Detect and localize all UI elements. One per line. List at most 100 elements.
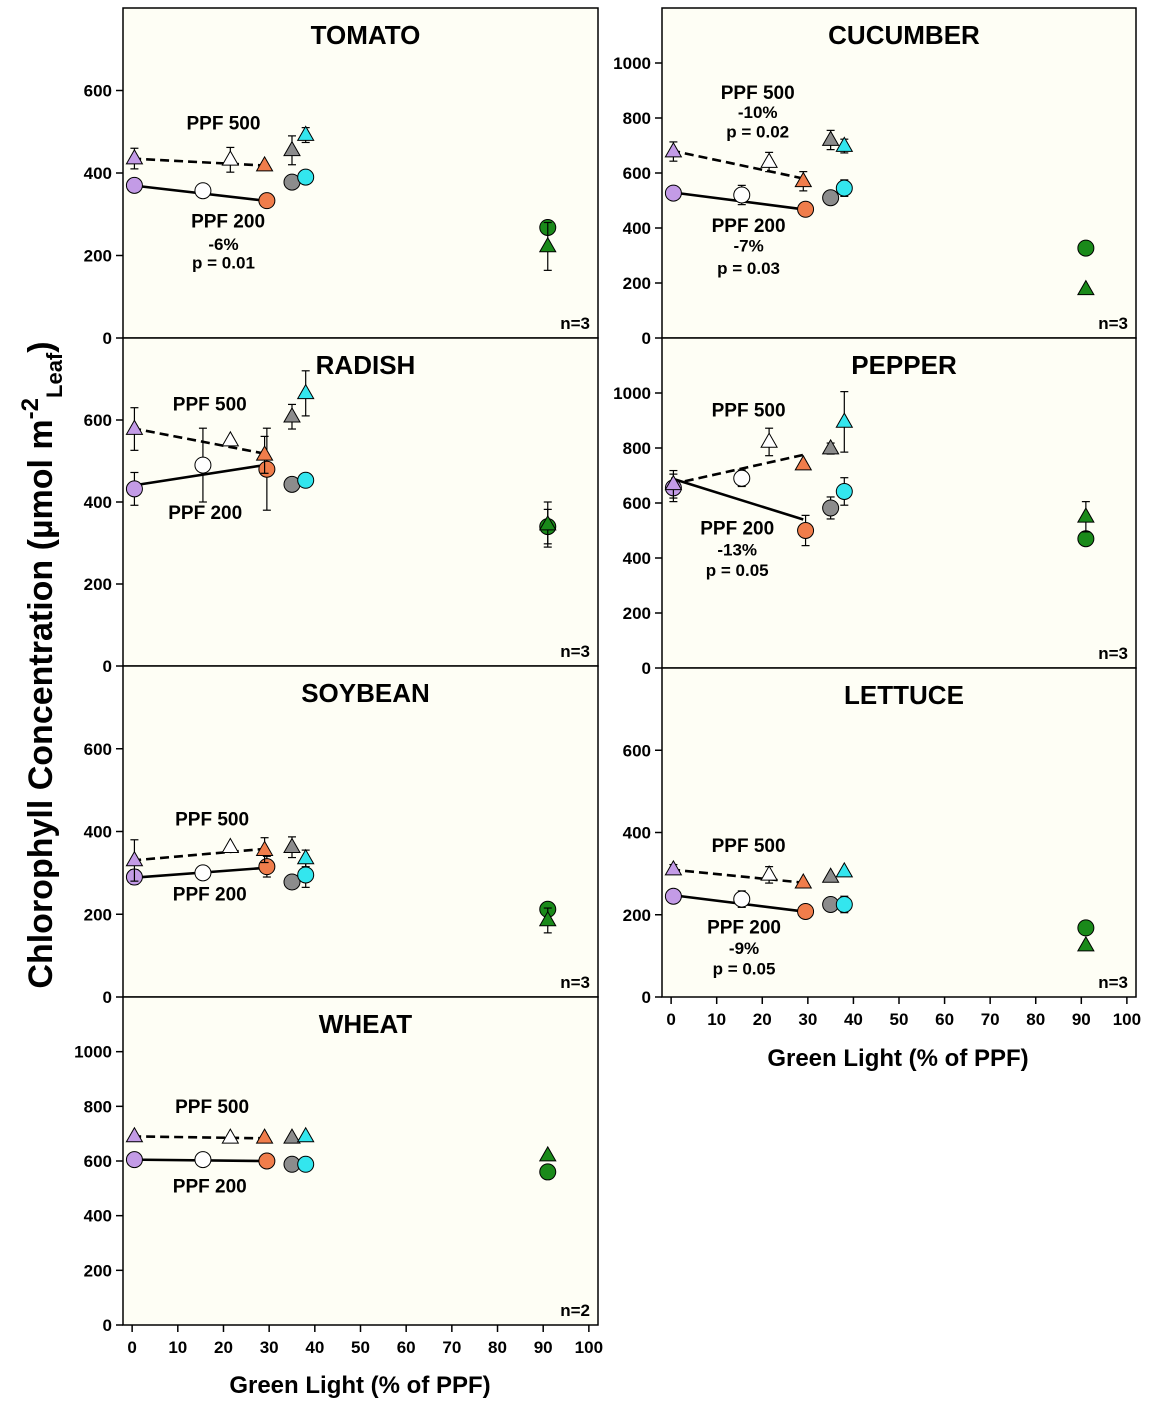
x-tick-label: 0 [127, 1338, 136, 1357]
y-tick-label: 400 [84, 1207, 112, 1226]
y-tick-label: 0 [103, 988, 112, 1007]
data-point-ppf-200 [258, 460, 276, 478]
panel-title: TOMATO [311, 20, 421, 50]
data-point-ppf-500 [255, 445, 274, 461]
data-point-ppf-200 [733, 890, 751, 908]
data-point-ppf-500 [538, 910, 557, 927]
y-tick-label: 200 [623, 604, 651, 623]
data-point-ppf-500 [794, 454, 813, 471]
annotation: PPF 500 [175, 1097, 249, 1118]
annotation: PPF 200 [700, 519, 774, 540]
data-point-ppf-200 [797, 200, 815, 218]
y-tick-label: 0 [642, 988, 651, 1007]
y-tick-label: 200 [84, 905, 112, 924]
series-line-ppf-500 [131, 426, 265, 455]
panel-title: SOYBEAN [301, 678, 430, 708]
series-line-ppf-500 [670, 868, 804, 884]
y-tick-label: 600 [84, 82, 112, 101]
data-point-ppf-500 [821, 130, 840, 146]
panel-wheat: 0 200 400 600 800 1000 0 10 20 30 40 50 60 70 80 90 100 W… [74, 996, 603, 1357]
data-point-ppf-200 [664, 184, 682, 202]
y-tick-label: 400 [84, 823, 112, 842]
y-tick-label: 0 [103, 657, 112, 676]
y-tick-label: 200 [84, 575, 112, 594]
x-tick-label: 10 [168, 1338, 187, 1357]
data-point-ppf-200 [194, 456, 212, 474]
annotation: PPF 500 [173, 395, 247, 416]
x-tick-label: 80 [1026, 1010, 1045, 1029]
data-point-ppf-500 [760, 865, 778, 881]
annotation: PPF 500 [712, 400, 786, 421]
data-point-ppf-500 [125, 148, 144, 165]
data-point-ppf-500 [221, 837, 240, 854]
y-tick-label: 600 [84, 1152, 112, 1171]
x-tick-label: 90 [534, 1338, 553, 1357]
x-axis-label-right: Green Light (% of PPF) [767, 1045, 1028, 1072]
data-point-ppf-500 [821, 867, 840, 883]
data-point-ppf-500 [221, 150, 240, 166]
data-point-ppf-200 [297, 471, 315, 489]
data-point-ppf-500 [538, 236, 557, 253]
annotation: PPF 200 [173, 1176, 247, 1197]
y-tick-label: 0 [103, 329, 112, 348]
x-tick-label: 10 [707, 1010, 726, 1029]
data-point-ppf-500 [794, 872, 813, 889]
data-point-ppf-200 [822, 189, 840, 207]
series-line-ppf-200 [131, 463, 265, 487]
y-tick-label: 0 [642, 329, 651, 348]
sample-size-label: n=3 [1098, 973, 1128, 992]
sample-size-label: n=3 [560, 973, 590, 992]
data-point-ppf-200 [539, 1163, 557, 1181]
series-line-ppf-500 [132, 1135, 265, 1140]
data-point-ppf-500 [125, 1126, 144, 1143]
annotation: PPF 200 [168, 503, 242, 524]
panel-soybean: 0 200 400 600 SOYBEAN n=3 PPF 500 PPF 200 [84, 665, 599, 1007]
sample-size-label: n=3 [560, 642, 590, 661]
data-point-ppf-500 [538, 514, 557, 531]
data-point-ppf-500 [296, 1126, 315, 1143]
annotation: p = 0.05 [706, 561, 769, 580]
annotation: PPF 500 [721, 83, 795, 104]
annotation: -10% [738, 103, 778, 122]
x-tick-label: 30 [798, 1010, 817, 1029]
data-point-ppf-500 [821, 438, 840, 455]
series-line-ppf-200 [670, 477, 804, 521]
data-point-ppf-500 [1077, 935, 1095, 952]
data-point-ppf-500 [664, 141, 683, 158]
panel-title: CUCUMBER [828, 20, 980, 50]
data-point-ppf-500 [664, 474, 683, 491]
y-tick-label: 400 [623, 824, 651, 843]
annotation: PPF 500 [712, 836, 786, 857]
plot-frame [661, 337, 1137, 669]
y-tick-label: 200 [623, 274, 651, 293]
x-tick-label: 50 [890, 1010, 909, 1029]
data-point-ppf-200 [797, 902, 815, 920]
y-tick-label: 400 [84, 493, 112, 512]
data-point-ppf-500 [760, 152, 778, 168]
annotation: p = 0.01 [192, 254, 255, 273]
data-point-ppf-500 [760, 432, 778, 448]
panel-radish: 0 200 400 600 RADISH n=3 PPF 500 PPF 200 [84, 337, 599, 676]
data-point-ppf-200 [125, 1151, 143, 1169]
x-tick-label: 20 [753, 1010, 772, 1029]
annotation: PPF 200 [707, 917, 781, 938]
x-tick-label: 50 [351, 1338, 370, 1357]
y-tick-label: 1000 [613, 54, 651, 73]
data-point-ppf-500 [255, 840, 274, 856]
data-point-ppf-200 [194, 864, 212, 882]
data-point-ppf-500 [283, 407, 301, 423]
y-tick-label: 600 [84, 740, 112, 759]
plot-frame [122, 337, 599, 667]
x-tick-label: 70 [981, 1010, 1000, 1029]
annotation: PPF 200 [191, 211, 265, 232]
data-point-ppf-200 [283, 873, 301, 891]
data-point-ppf-500 [125, 850, 144, 867]
y-tick-label: 400 [623, 219, 651, 238]
y-tick-label: 1000 [613, 384, 651, 403]
data-point-ppf-500 [255, 155, 274, 172]
y-tick-label: 600 [84, 411, 112, 430]
data-point-ppf-200 [194, 1151, 212, 1169]
x-tick-label: 60 [935, 1010, 954, 1029]
annotation: p = 0.02 [726, 122, 789, 141]
